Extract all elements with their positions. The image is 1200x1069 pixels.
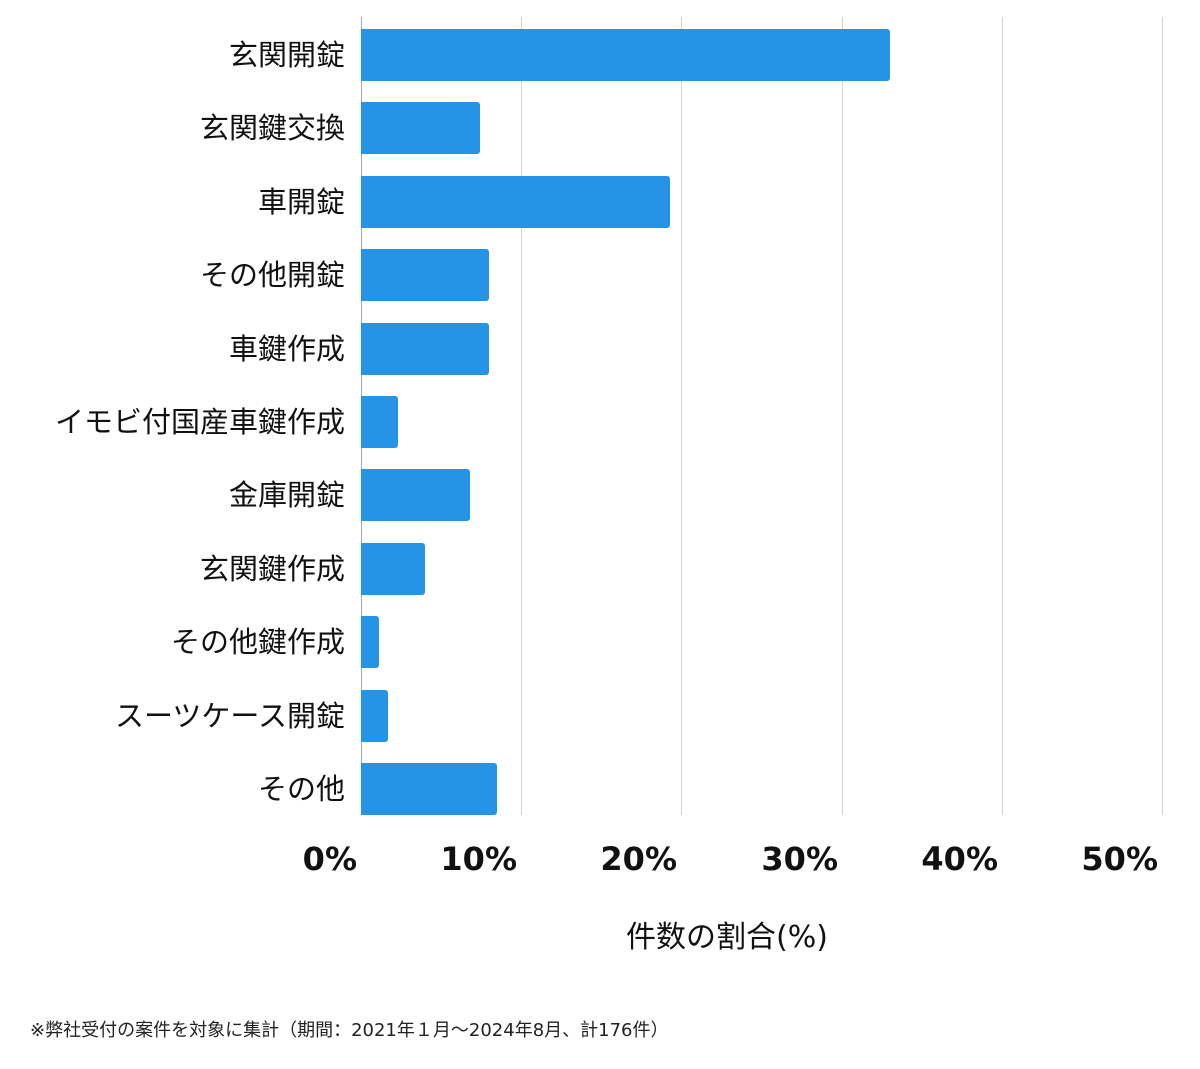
bar [361, 102, 480, 155]
gridline [1162, 17, 1163, 815]
bar [361, 469, 470, 522]
bar [361, 616, 379, 669]
category-label: 車鍵作成 [228, 331, 345, 366]
bar [361, 29, 890, 81]
x-tick-label: 0% [302, 840, 357, 878]
x-tick-label: 30% [761, 840, 838, 878]
gridline [842, 17, 843, 815]
x-tick-label: 50% [1081, 840, 1158, 878]
category-label: 金庫開錠 [228, 478, 345, 513]
gridline [521, 17, 522, 815]
category-label: 玄関開錠 [228, 38, 345, 72]
category-label: 車開錠 [257, 184, 345, 219]
category-label: イモビ付国産車鍵作成 [54, 405, 345, 439]
category-label: 玄関鍵作成 [199, 551, 345, 586]
bar [361, 322, 490, 375]
bar [361, 763, 498, 815]
bar [361, 542, 426, 595]
x-tick-label: 20% [600, 840, 677, 878]
bar [361, 249, 490, 302]
gridline [1002, 17, 1003, 815]
gridline [681, 17, 682, 815]
bar [361, 689, 389, 742]
footnote: ※弊社受付の案件を対象に集計（期間：2021年１月～2024年8月、計176件） [30, 1020, 669, 1041]
x-axis-title: 件数の割合(%) [626, 920, 828, 955]
category-label: その他開錠 [199, 258, 345, 293]
bar [361, 175, 671, 228]
x-tick-label: 10% [440, 840, 517, 878]
bar [361, 396, 398, 448]
category-label: 玄関鍵交換 [199, 111, 345, 146]
x-tick-label: 40% [921, 840, 998, 878]
category-label: その他鍵作成 [170, 625, 345, 660]
plot-area [361, 17, 1163, 815]
category-label: スーツケース開錠 [115, 698, 345, 733]
category-label: その他 [257, 772, 345, 806]
